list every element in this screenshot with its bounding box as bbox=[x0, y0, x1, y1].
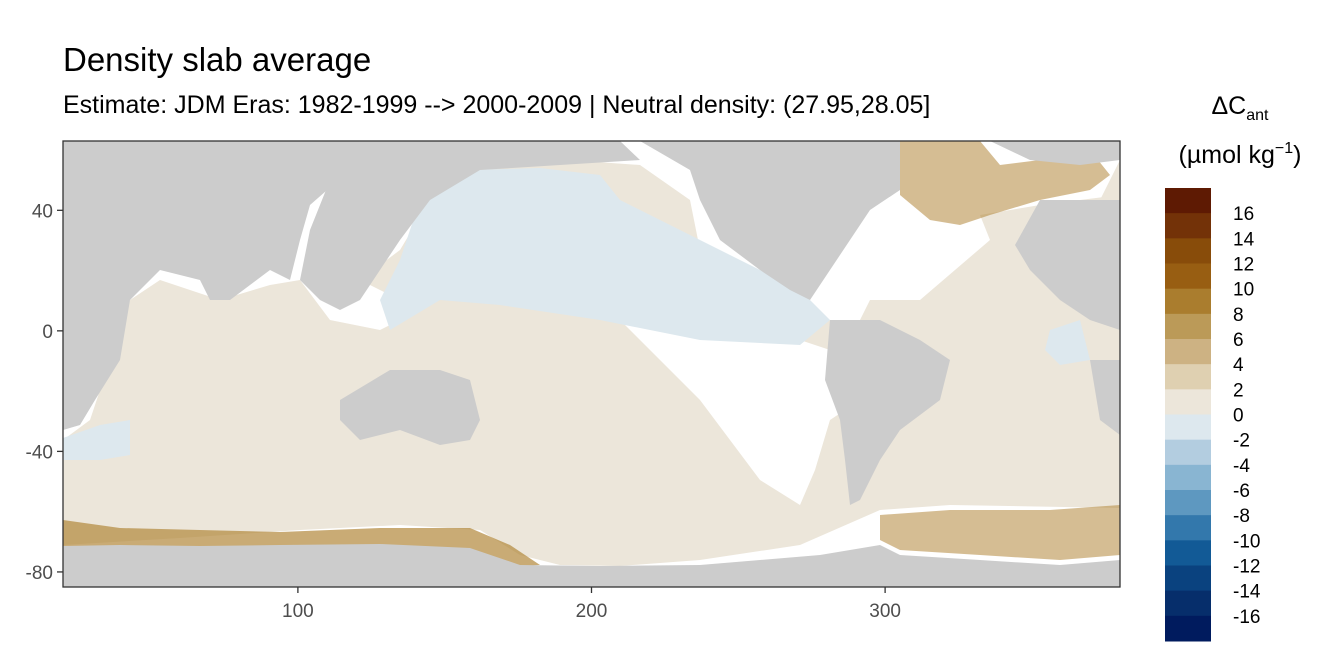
x-tick-label: 100 bbox=[282, 601, 314, 622]
legend-color-step bbox=[1165, 313, 1211, 340]
legend-label: 16 bbox=[1233, 204, 1254, 225]
legend-label: -2 bbox=[1233, 431, 1250, 452]
legend-label: -6 bbox=[1233, 481, 1250, 502]
land-antarctica bbox=[63, 544, 1120, 587]
land-north-america bbox=[640, 141, 900, 300]
legend-label: -4 bbox=[1233, 456, 1250, 477]
land-africa bbox=[63, 141, 360, 430]
legend-title-subscript: ant bbox=[1246, 107, 1269, 124]
field-negative-north-pacific bbox=[380, 168, 830, 345]
legend-labels: 16 14 12 10 8 6 4 2 0 -2 -4 -6 -8 -10 -12 -14 -16 bbox=[1233, 204, 1261, 628]
chart-title: Density slab average bbox=[63, 41, 372, 78]
legend-unit-main: (µmol kg bbox=[1179, 141, 1275, 169]
legend-color-step bbox=[1165, 439, 1211, 466]
legend-label: 0 bbox=[1233, 406, 1244, 427]
field-negative-indian-west bbox=[63, 420, 130, 460]
legend-color-step bbox=[1165, 188, 1211, 214]
y-tick-label: 0 bbox=[42, 322, 53, 343]
legend-label: 6 bbox=[1233, 330, 1244, 351]
legend-color-step bbox=[1165, 540, 1211, 566]
legend-color-step bbox=[1165, 364, 1211, 390]
x-tick-label: 200 bbox=[576, 601, 608, 622]
chart-subtitle: Estimate: JDM Eras: 1982-1999 --> 2000-2… bbox=[63, 91, 931, 119]
y-tick-label: -40 bbox=[26, 442, 53, 463]
land-greenland bbox=[990, 141, 1120, 165]
legend-color-step bbox=[1165, 615, 1211, 642]
legend-color-step bbox=[1165, 490, 1211, 516]
legend-color-step bbox=[1165, 238, 1211, 264]
field-negative-atlantic-east bbox=[1045, 320, 1090, 365]
legend-color-step bbox=[1165, 414, 1211, 441]
band-weddell bbox=[880, 505, 1120, 560]
legend-color-step bbox=[1165, 565, 1211, 592]
legend-color-step bbox=[1165, 515, 1211, 541]
legend-unit-superscript: −1 bbox=[1275, 140, 1293, 157]
y-tick-label: -80 bbox=[26, 563, 53, 584]
legend-title-main: ΔC bbox=[1211, 92, 1246, 120]
legend-label: -12 bbox=[1233, 557, 1260, 578]
legend-color-step bbox=[1165, 288, 1211, 315]
land-asia bbox=[300, 141, 640, 310]
legend-label: 10 bbox=[1233, 280, 1254, 301]
legend-color-step bbox=[1165, 263, 1211, 290]
legend-label: 8 bbox=[1233, 305, 1244, 326]
legend-label: -10 bbox=[1233, 531, 1260, 552]
land-south-america bbox=[825, 320, 950, 505]
legend-label: 14 bbox=[1233, 229, 1255, 250]
band-southern-ocean bbox=[63, 520, 540, 568]
legend-label: -14 bbox=[1233, 582, 1261, 603]
legend-label: -16 bbox=[1233, 607, 1260, 628]
legend-color-step bbox=[1165, 590, 1211, 617]
legend-label: 12 bbox=[1233, 255, 1254, 276]
legend-color-step bbox=[1165, 464, 1211, 491]
legend-unit-close: ) bbox=[1293, 141, 1301, 169]
legend-colorbar bbox=[1165, 188, 1211, 642]
legend-label: -8 bbox=[1233, 506, 1250, 527]
legend-title: ΔCant bbox=[1211, 92, 1269, 124]
land-europe-africa-east bbox=[1015, 200, 1120, 330]
x-tick-label: 300 bbox=[869, 601, 901, 622]
land-masses bbox=[63, 141, 1120, 587]
legend-color-step bbox=[1165, 389, 1211, 415]
legend-label: 4 bbox=[1233, 355, 1244, 376]
land-africa-south bbox=[1090, 360, 1120, 435]
legend-label: 2 bbox=[1233, 380, 1244, 401]
legend-color-step bbox=[1165, 339, 1211, 365]
legend: ΔCant (µmol kg−1) 16 14 12 10 8 6 4 2 0 -2 -4 -6 -8 -… bbox=[1165, 92, 1301, 642]
y-tick-label: 40 bbox=[32, 201, 53, 222]
map-panel bbox=[63, 141, 1120, 587]
legend-unit: (µmol kg−1) bbox=[1179, 140, 1302, 169]
legend-color-step bbox=[1165, 213, 1211, 239]
land-australia bbox=[340, 370, 480, 445]
